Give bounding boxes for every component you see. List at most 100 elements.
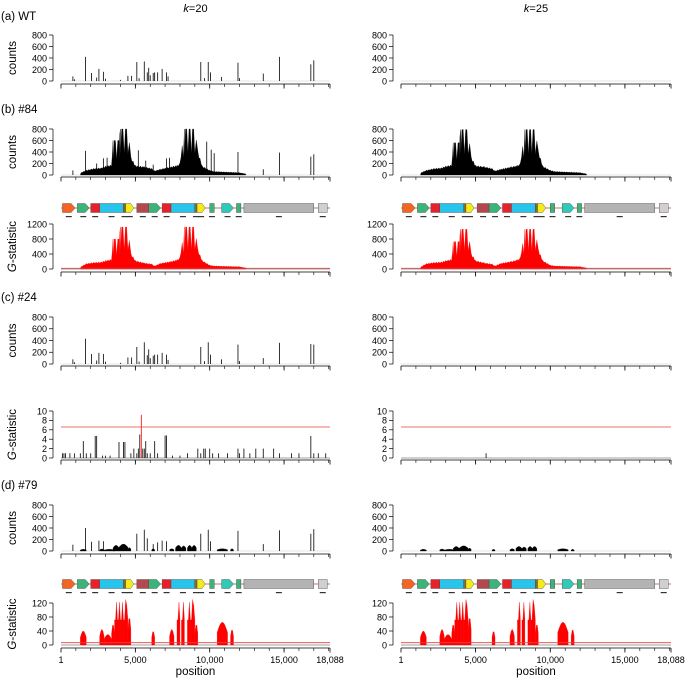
counts-block [187,545,193,552]
gene-label-mark [275,592,282,594]
gstat-block [176,602,181,646]
gene-label-mark [65,216,72,218]
gene-label-mark [461,216,468,218]
gene-label-mark [235,592,242,594]
gene-label-mark [198,216,205,218]
y-tick-label: 400 [32,147,47,157]
counts-block [112,545,120,552]
panel-b-g-k25: 0 400 800 1200 [367,219,672,277]
gene-yellow [125,579,135,589]
gene-label-mark [80,216,87,218]
y-tick-label: 6 [382,425,387,435]
x-tick-label: 10,000 [196,655,224,665]
y-tick-label: 8 [382,416,387,426]
gstat-block [463,599,469,646]
gene-blue [99,579,124,589]
y-tick-label: 120 [32,598,47,608]
y-tick-label: 80 [37,612,47,622]
ylabel-counts: counts [7,323,19,357]
y-tick-label: 0 [42,546,47,556]
gene-label-mark [420,592,427,594]
gene-teal [562,579,575,589]
y-tick-label: 600 [32,512,47,522]
gene-green [77,579,90,589]
gene-label-mark [660,592,667,594]
gstat-block [187,602,191,646]
x-tick-label: 15,000 [270,655,298,665]
gene-blue [99,203,124,213]
gene-label-mark [420,216,427,218]
gene-lightgrey [659,579,669,589]
y-tick-label: 80 [377,612,387,622]
y-tick-label: 8 [42,416,47,426]
gene-red [502,579,512,589]
gene-blue [511,203,536,213]
y-tick-label: 200 [32,159,47,169]
y-tick-label: 200 [372,535,387,545]
ylabel-statistic: -statistic [7,598,19,640]
gene-label-mark [520,592,527,594]
gene-blue [439,203,464,213]
y-tick-label: 600 [372,324,387,334]
gene-lightgrey [659,203,669,213]
counts-block [191,545,197,552]
gene-blue [511,579,536,589]
y-tick-label: 400 [372,336,387,346]
y-tick-label: 600 [32,324,47,334]
y-tick-label: 800 [372,312,387,322]
y-tick-label: 400 [32,336,47,346]
gene-map [61,579,330,594]
gene-red [90,579,100,589]
gene-yellow [465,203,475,213]
gene-label-mark [520,216,527,218]
gene-label-mark [549,216,556,218]
gstat-block [216,622,228,646]
gene-label-mark [65,592,72,594]
gene-red [502,203,512,213]
gene-label-mark [576,216,583,218]
gene-label-mark [80,592,87,594]
gene-orange [62,203,76,213]
y-tick-label: 200 [372,348,387,358]
y-tick-label: 800 [32,30,47,40]
counts-block [127,547,132,552]
gene-label-mark [121,216,128,218]
gene-label-mark [492,592,499,594]
gene-label-mark [616,216,623,218]
gene-olive [123,579,126,589]
gene-label-mark [319,592,326,594]
gene-blue [170,579,196,589]
gene-red [430,203,440,213]
counts-block [230,548,234,552]
gene-green [209,579,215,589]
gene-label-mark [538,592,545,594]
gstat-block [460,602,464,646]
panel-b-g-k20: 0 400 800 1200 [27,219,331,277]
gene-label-mark [224,592,231,594]
gstat-block [111,625,115,646]
counts-block [557,548,569,552]
y-tick-label: 800 [32,124,47,134]
y-tick-label: 800 [372,30,387,40]
column-title-value: =25 [529,3,548,15]
gene-label-mark [432,592,439,594]
gene-label-mark [576,592,583,594]
y-tick-label: 800 [32,234,47,244]
y-tick-label: 600 [372,136,387,146]
gene-map [401,579,671,594]
ylabel-counts: counts [7,135,19,169]
gene-label-mark [108,216,115,218]
gene-label-mark [224,216,231,218]
y-tick-label: 0 [42,170,47,180]
gene-label-mark [126,216,133,218]
y-tick-label: 600 [372,42,387,52]
gene-olive [535,203,538,213]
gstat-block [521,602,526,646]
y-tick-label: 800 [32,312,47,322]
gene-yellow [465,579,475,589]
